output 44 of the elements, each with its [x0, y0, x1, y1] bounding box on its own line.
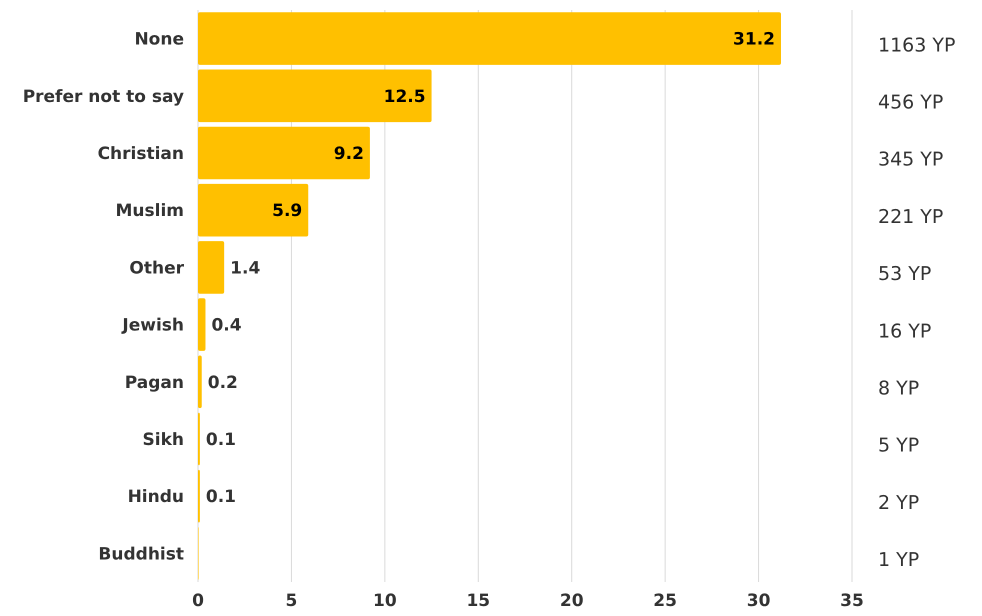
y-tick-label: Muslim — [115, 201, 184, 222]
data-label: 1.4 — [230, 258, 260, 278]
y-tick-label: Buddhist — [98, 544, 184, 564]
text: 221 YP — [878, 206, 944, 228]
text: 2 YP — [878, 492, 920, 514]
text: 1 YP — [878, 549, 920, 572]
text: 5 YP — [878, 434, 920, 457]
x-tick-label: 30 — [746, 591, 771, 611]
x-tick-label: 25 — [653, 591, 677, 611]
x-tick-label: 20 — [560, 591, 584, 611]
text: 16 YP — [878, 320, 932, 342]
bar — [198, 184, 308, 237]
data-label: 9.2 — [334, 144, 364, 164]
y-tick-label: Christian — [98, 144, 184, 164]
bar — [198, 12, 781, 65]
data-label: 31.2 — [733, 30, 775, 50]
y-tick-label: None — [134, 30, 184, 50]
text: 53 YP — [878, 263, 932, 286]
data-label: 5.9 — [272, 201, 302, 222]
y-tick-label: Jewish — [121, 316, 184, 336]
x-tick-label: 10 — [373, 591, 397, 611]
x-tick-label: 0 — [192, 591, 204, 611]
bar — [198, 298, 206, 351]
y-tick-label: Sikh — [142, 430, 184, 450]
bar — [198, 126, 370, 180]
data-label: 0.1 — [206, 430, 236, 450]
x-tick-label: 35 — [840, 591, 864, 611]
bar — [198, 355, 202, 408]
data-label: 0.4 — [211, 316, 242, 336]
text: 345 YP — [878, 148, 944, 171]
data-label: 0.2 — [208, 372, 238, 393]
bar — [198, 69, 432, 122]
y-tick-label: Other — [129, 258, 185, 278]
text: 1163 YP — [878, 34, 956, 56]
text: 456 YP — [878, 91, 944, 114]
data-label: 12.5 — [384, 86, 426, 107]
x-tick-label: 15 — [466, 591, 490, 611]
y-tick-label: Pagan — [124, 372, 184, 393]
data-label: 0.1 — [206, 487, 236, 508]
text: 8 YP — [878, 377, 920, 400]
x-tick-label: 5 — [286, 591, 298, 611]
y-tick-label: Hindu — [128, 487, 184, 508]
y-tick-label: Prefer not to say — [22, 86, 184, 107]
bar — [198, 241, 224, 294]
